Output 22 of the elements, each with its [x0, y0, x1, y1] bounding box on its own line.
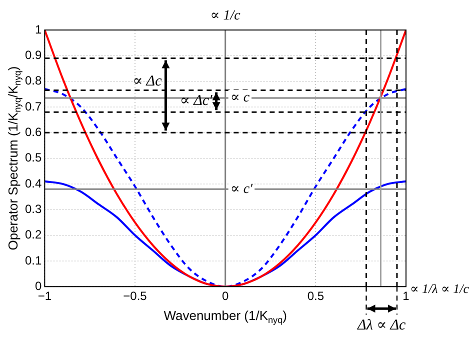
y-tick-label: 0.9 — [24, 48, 42, 62]
x-tick-label: 0.5 — [307, 289, 324, 304]
y-tick-label: 0.4 — [24, 176, 42, 190]
x-tick-label: 1 — [402, 289, 410, 304]
annotation: ∝ Δc — [132, 73, 162, 90]
annotation: ∝ Δc′ — [180, 93, 214, 110]
y-tick-label: 0.1 — [24, 253, 42, 268]
text: Δλ ∝ Δc — [356, 318, 406, 334]
ref-line-label: ∝ 1/c — [210, 8, 242, 24]
text: ∝ 1/λ ∝ 1/c — [410, 281, 470, 296]
y-tick-label: 1 — [34, 22, 42, 36]
y-tick-label: 0.7 — [24, 99, 42, 114]
y-tick-label: 0.5 — [24, 150, 42, 165]
ref-line-label: ∝ c′ — [230, 182, 254, 197]
x-tick-label: −0.5 — [123, 289, 148, 304]
y-tick-label: 0.2 — [24, 228, 42, 242]
ref-line-label: ∝ c — [230, 90, 250, 106]
y-axis-title: Operator Spectrum (1/Knyq/Knyq) — [6, 66, 22, 250]
y-tick-label: 0.8 — [24, 74, 42, 88]
y-tick-label: 0.6 — [24, 124, 42, 139]
x-tick-label: 0 — [222, 289, 229, 304]
y-tick-label: 0.3 — [24, 202, 42, 216]
